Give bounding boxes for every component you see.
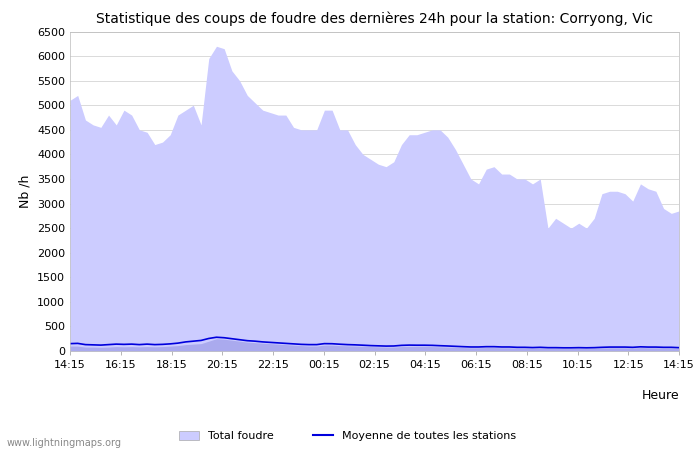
Y-axis label: Nb /h: Nb /h xyxy=(18,175,32,208)
Text: www.lightningmaps.org: www.lightningmaps.org xyxy=(7,438,122,448)
Title: Statistique des coups de foudre des dernières 24h pour la station: Corryong, Vic: Statistique des coups de foudre des dern… xyxy=(96,12,653,26)
Text: Heure: Heure xyxy=(641,389,679,402)
